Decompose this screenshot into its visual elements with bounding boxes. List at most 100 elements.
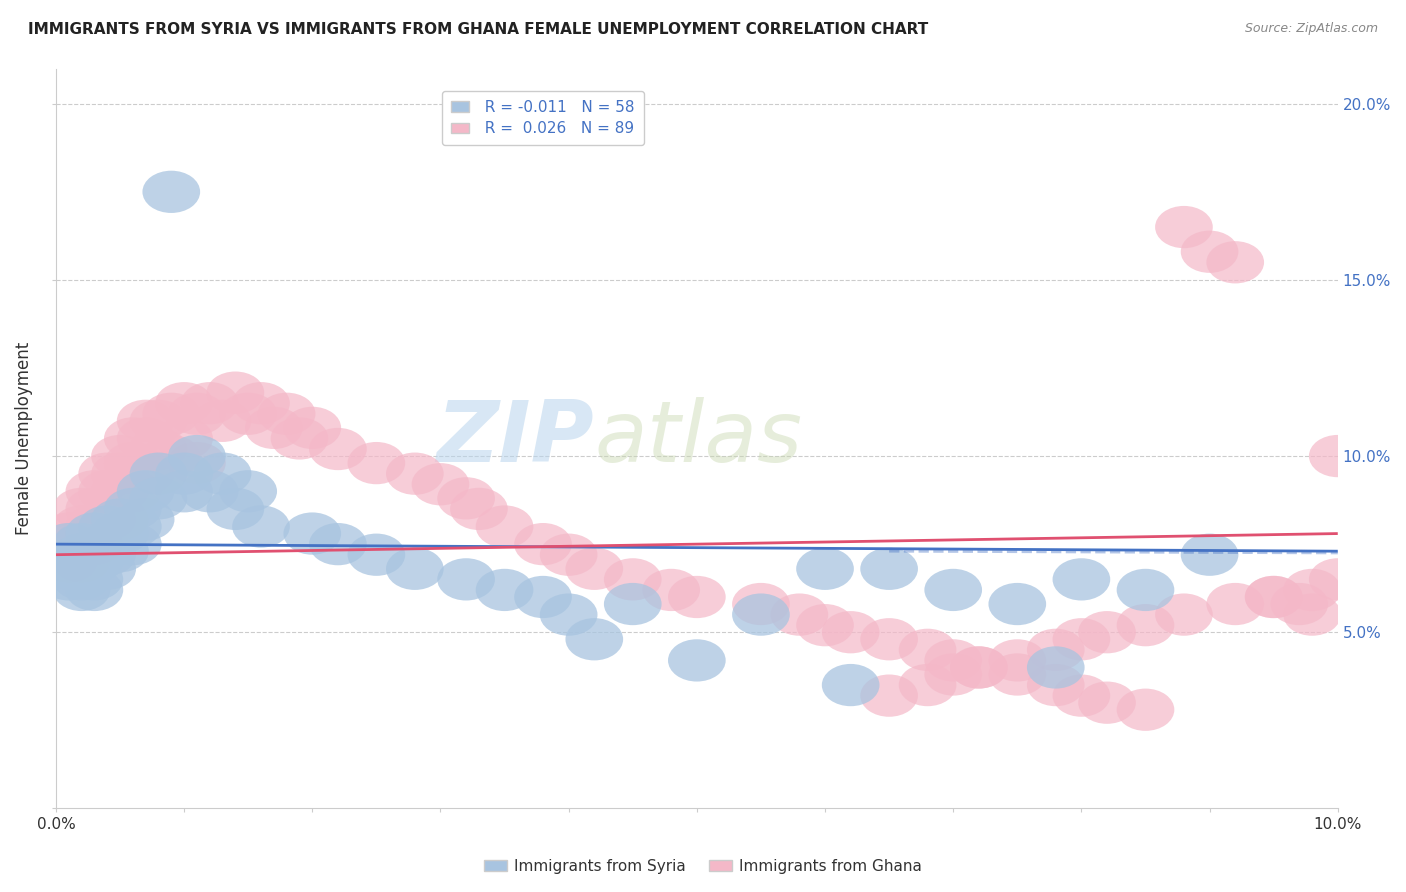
- Ellipse shape: [796, 548, 853, 590]
- Ellipse shape: [104, 488, 162, 530]
- Ellipse shape: [79, 452, 136, 495]
- Ellipse shape: [39, 548, 97, 590]
- Ellipse shape: [515, 523, 572, 566]
- Ellipse shape: [1206, 582, 1264, 625]
- Ellipse shape: [117, 499, 174, 541]
- Ellipse shape: [898, 664, 956, 706]
- Ellipse shape: [232, 506, 290, 548]
- Ellipse shape: [66, 506, 124, 548]
- Ellipse shape: [129, 477, 187, 519]
- Ellipse shape: [284, 512, 342, 555]
- Ellipse shape: [142, 435, 200, 477]
- Ellipse shape: [155, 382, 212, 425]
- Ellipse shape: [860, 674, 918, 717]
- Ellipse shape: [79, 548, 136, 590]
- Ellipse shape: [540, 593, 598, 636]
- Ellipse shape: [142, 392, 200, 435]
- Ellipse shape: [605, 558, 662, 600]
- Ellipse shape: [988, 640, 1046, 681]
- Ellipse shape: [1053, 674, 1111, 717]
- Ellipse shape: [1244, 576, 1302, 618]
- Ellipse shape: [823, 664, 880, 706]
- Ellipse shape: [66, 470, 124, 512]
- Ellipse shape: [104, 417, 162, 459]
- Ellipse shape: [207, 488, 264, 530]
- Ellipse shape: [79, 499, 136, 541]
- Ellipse shape: [257, 392, 315, 435]
- Ellipse shape: [104, 506, 162, 548]
- Ellipse shape: [66, 569, 124, 611]
- Ellipse shape: [219, 470, 277, 512]
- Ellipse shape: [79, 523, 136, 566]
- Ellipse shape: [1284, 593, 1341, 636]
- Ellipse shape: [515, 576, 572, 618]
- Ellipse shape: [1181, 231, 1239, 273]
- Ellipse shape: [1284, 569, 1341, 611]
- Ellipse shape: [450, 488, 508, 530]
- Ellipse shape: [1026, 629, 1084, 671]
- Text: ZIP: ZIP: [437, 397, 595, 480]
- Ellipse shape: [860, 618, 918, 660]
- Ellipse shape: [643, 569, 700, 611]
- Ellipse shape: [52, 488, 111, 530]
- Ellipse shape: [924, 569, 981, 611]
- Ellipse shape: [1181, 533, 1239, 576]
- Text: Source: ZipAtlas.com: Source: ZipAtlas.com: [1244, 22, 1378, 36]
- Ellipse shape: [66, 488, 124, 530]
- Ellipse shape: [66, 558, 124, 600]
- Ellipse shape: [79, 470, 136, 512]
- Ellipse shape: [39, 541, 97, 582]
- Ellipse shape: [1206, 241, 1264, 284]
- Ellipse shape: [117, 417, 174, 459]
- Ellipse shape: [668, 576, 725, 618]
- Ellipse shape: [117, 470, 174, 512]
- Ellipse shape: [91, 530, 149, 573]
- Ellipse shape: [924, 653, 981, 696]
- Ellipse shape: [129, 428, 187, 470]
- Ellipse shape: [155, 452, 212, 495]
- Ellipse shape: [66, 541, 124, 582]
- Ellipse shape: [104, 470, 162, 512]
- Ellipse shape: [194, 400, 252, 442]
- Ellipse shape: [950, 647, 1008, 689]
- Ellipse shape: [52, 523, 111, 566]
- Ellipse shape: [39, 523, 97, 566]
- Ellipse shape: [475, 506, 533, 548]
- Ellipse shape: [950, 647, 1008, 689]
- Ellipse shape: [91, 470, 149, 512]
- Ellipse shape: [475, 569, 533, 611]
- Ellipse shape: [181, 382, 239, 425]
- Ellipse shape: [437, 477, 495, 519]
- Ellipse shape: [194, 452, 252, 495]
- Y-axis label: Female Unemployment: Female Unemployment: [15, 342, 32, 535]
- Ellipse shape: [309, 523, 367, 566]
- Ellipse shape: [52, 533, 111, 576]
- Text: atlas: atlas: [595, 397, 803, 480]
- Ellipse shape: [1156, 593, 1213, 636]
- Ellipse shape: [232, 382, 290, 425]
- Ellipse shape: [104, 442, 162, 484]
- Ellipse shape: [79, 533, 136, 576]
- Ellipse shape: [565, 618, 623, 660]
- Ellipse shape: [540, 533, 598, 576]
- Ellipse shape: [1026, 647, 1084, 689]
- Ellipse shape: [1116, 689, 1174, 731]
- Ellipse shape: [309, 428, 367, 470]
- Ellipse shape: [270, 417, 329, 459]
- Ellipse shape: [169, 442, 226, 484]
- Ellipse shape: [155, 470, 212, 512]
- Ellipse shape: [169, 435, 226, 477]
- Ellipse shape: [668, 640, 725, 681]
- Ellipse shape: [91, 512, 149, 555]
- Ellipse shape: [1244, 576, 1302, 618]
- Ellipse shape: [1078, 681, 1136, 723]
- Ellipse shape: [91, 452, 149, 495]
- Ellipse shape: [207, 371, 264, 414]
- Ellipse shape: [117, 452, 174, 495]
- Ellipse shape: [79, 506, 136, 548]
- Ellipse shape: [66, 523, 124, 566]
- Ellipse shape: [169, 392, 226, 435]
- Text: IMMIGRANTS FROM SYRIA VS IMMIGRANTS FROM GHANA FEMALE UNEMPLOYMENT CORRELATION C: IMMIGRANTS FROM SYRIA VS IMMIGRANTS FROM…: [28, 22, 928, 37]
- Ellipse shape: [129, 452, 187, 495]
- Ellipse shape: [347, 533, 405, 576]
